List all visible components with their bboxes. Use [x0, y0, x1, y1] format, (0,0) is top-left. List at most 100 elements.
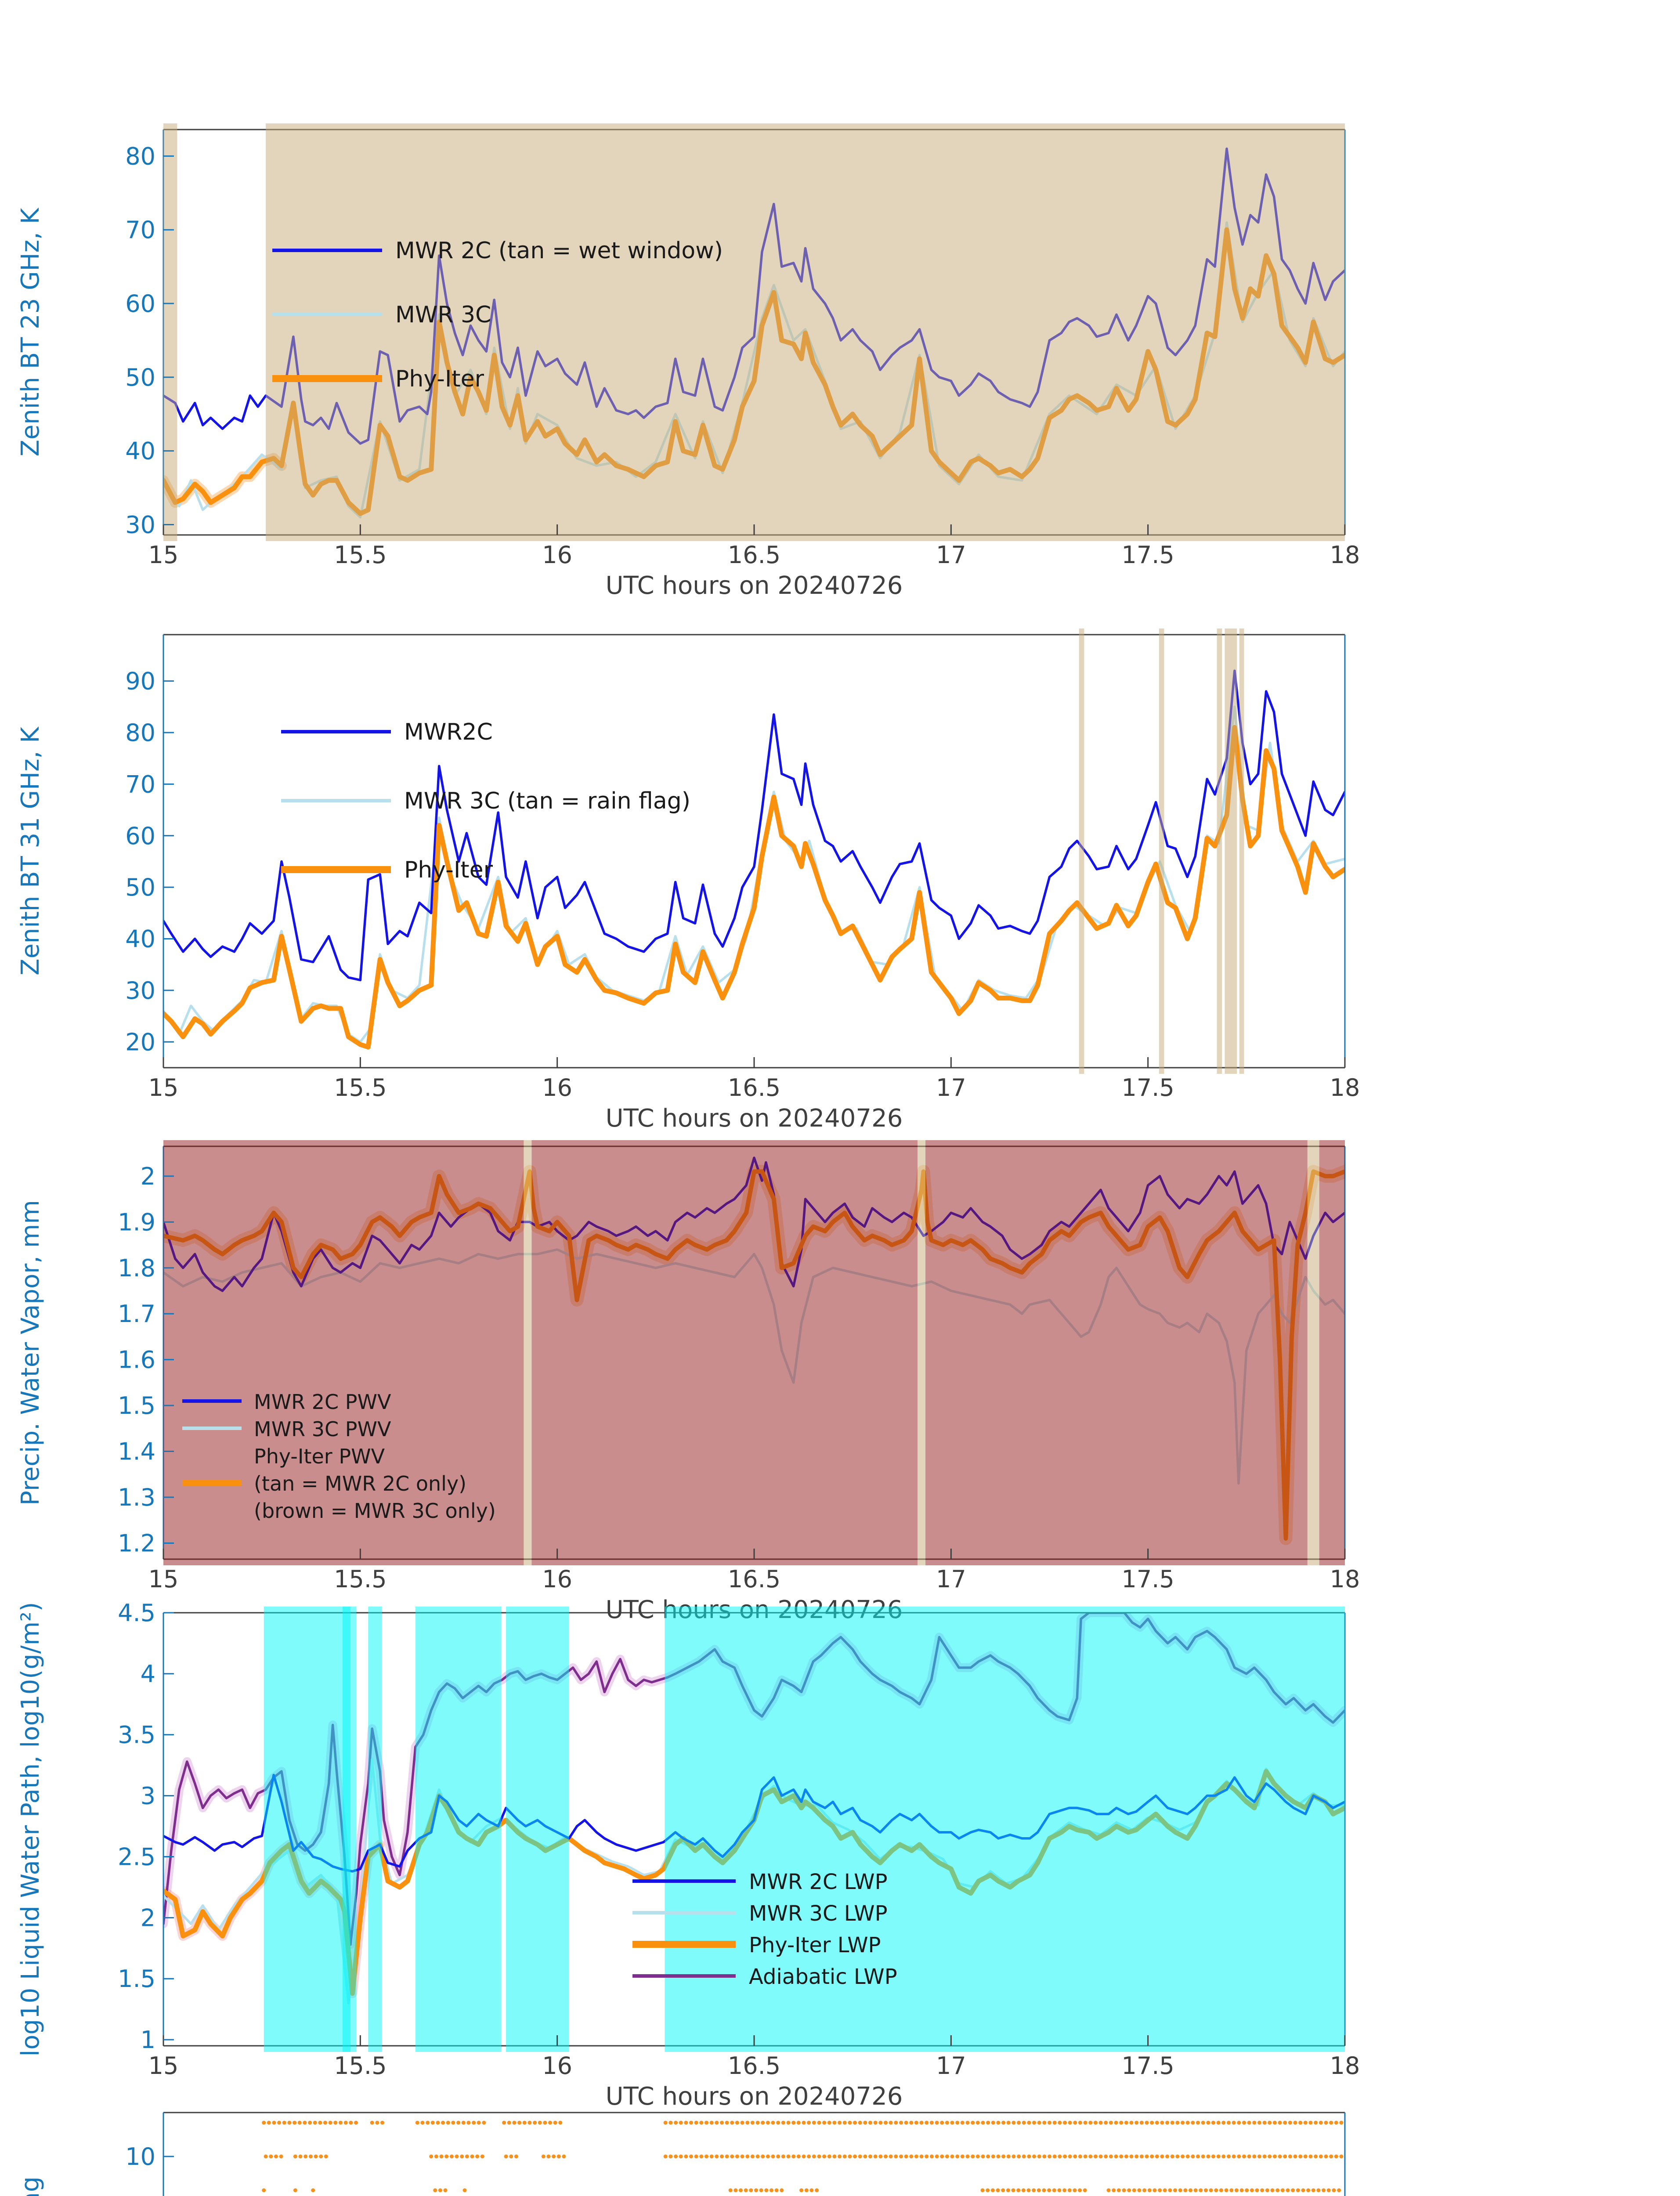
shade-cyan-region — [506, 1607, 569, 2052]
dq-flag-dot — [370, 2120, 374, 2125]
dq-flag-dot — [1232, 2154, 1236, 2159]
dq-flag-dot — [1017, 2154, 1021, 2159]
dq-flag-dot — [1229, 2188, 1234, 2192]
dq-flag-dot — [314, 2154, 318, 2159]
dq-flag-dot — [802, 2120, 806, 2125]
dq-flag-dot — [1106, 2188, 1111, 2192]
y-tick-label: 20 — [125, 1028, 155, 1056]
dq-flag-dot — [733, 2188, 738, 2192]
dq-flag-dot — [889, 2154, 893, 2159]
dq-flag-dot — [873, 2120, 878, 2125]
dq-flag-dot — [919, 2154, 924, 2159]
dq-flag-dot — [1155, 2120, 1159, 2125]
dq-flag-dot — [735, 2154, 739, 2159]
dq-flag-dot — [1265, 2188, 1269, 2192]
dq-flag-dot — [991, 2154, 995, 2159]
dq-flag-dot — [986, 2188, 990, 2192]
dq-flag-dot — [980, 2188, 985, 2192]
legend-label: (brown = MWR 3C only) — [254, 1499, 496, 1523]
dq-flag-dot — [1127, 2188, 1131, 2192]
legend-label: (tan = MWR 2C only) — [254, 1472, 466, 1495]
x-tick-label: 15 — [148, 1565, 179, 1593]
dq-flag-dot — [725, 2120, 729, 2125]
dq-flag-dot — [1012, 2154, 1016, 2159]
dq-flag-dot — [776, 2154, 780, 2159]
dq-flag-dot — [319, 2154, 323, 2159]
dq-flag-dot — [1199, 2188, 1203, 2192]
dq-flag-dot — [781, 2120, 785, 2125]
legend-label: Phy-Iter — [404, 857, 493, 883]
dq-flag-dot — [853, 2154, 857, 2159]
dq-flag-dot — [1191, 2154, 1195, 2159]
dq-flag-dot — [838, 2154, 842, 2159]
shade-tan-region — [163, 123, 177, 541]
dq-flag-dot — [558, 2120, 563, 2125]
legend-label: MWR 3C — [395, 302, 491, 328]
dq-flag-dot — [1129, 2120, 1134, 2125]
dq-flag-dot — [541, 2154, 546, 2159]
dq-flag-dot — [1227, 2154, 1231, 2159]
dq-flag-dot — [730, 2120, 734, 2125]
panel-lwp: 15 15.5 16 16.5 17 17.5 18 1 1.5 2 2.5 3 3.5 4 4.5 log1… — [16, 1599, 1360, 2111]
dq-flag-dot — [781, 2154, 785, 2159]
dq-flag-dot — [981, 2154, 985, 2159]
dq-flag-dot — [267, 2120, 271, 2125]
shade-tan-region — [1159, 628, 1164, 1074]
dq-flag-dot — [838, 2120, 842, 2125]
dq-flag-dot — [739, 2188, 743, 2192]
dq-flag-dot — [735, 2120, 739, 2125]
x-axis-label: UTC hours on 20240726 — [606, 2082, 903, 2111]
dq-flag-dot — [527, 2120, 532, 2125]
dq-flag-dot — [293, 2154, 297, 2159]
dq-flag-dot — [770, 2188, 773, 2192]
y-axis-label: Zenith BT 31 GHz, K — [16, 726, 45, 975]
dq-flag-dot — [1214, 2188, 1218, 2192]
x-tick-label: 16 — [542, 1565, 572, 1593]
dq-flag-dot — [950, 2120, 954, 2125]
dq-flag-dot — [1083, 2188, 1087, 2192]
dq-flag-dot — [1303, 2120, 1308, 2125]
dq-flag-dot — [1032, 2154, 1036, 2159]
dq-flag-dot — [909, 2154, 914, 2159]
dq-flag-dot — [269, 2154, 273, 2159]
dq-flag-dot — [863, 2154, 867, 2159]
dq-flag-dot — [1124, 2154, 1128, 2159]
dq-flag-dot — [1272, 2120, 1277, 2125]
dq-flag-dot — [842, 2154, 847, 2159]
dq-flag-dot — [430, 2120, 435, 2125]
dq-flag-dot — [1119, 2120, 1124, 2125]
legend-label: Adiabatic LWP — [749, 1965, 897, 1989]
dq-flag-dot — [1257, 2120, 1261, 2125]
legend-label: MWR 3C (tan = rain flag) — [404, 788, 690, 814]
dq-flag-dot — [297, 2120, 302, 2125]
y-tick-label: 60 — [125, 822, 155, 850]
dq-flag-dot — [1201, 2154, 1205, 2159]
dq-flag-dot — [1011, 2188, 1015, 2192]
y-axis-label: MWR Phy Iter DQ Flag — [16, 2177, 45, 2196]
y-tick-label: 4.5 — [118, 1599, 155, 1627]
dq-flag-dot — [1129, 2154, 1134, 2159]
dq-flag-dot — [1165, 2120, 1170, 2125]
panel-bt23: 15 15.5 16 16.5 17 17.5 18 30 40 50 60 70 80 Zenith B… — [16, 123, 1360, 600]
dq-flag-dot — [848, 2120, 852, 2125]
dq-flag-dot — [774, 2188, 779, 2192]
dq-flag-dot — [1245, 2188, 1249, 2192]
dq-flag-dot — [1316, 2188, 1321, 2192]
dq-flag-dot — [759, 2188, 763, 2192]
dq-flag-dot — [755, 2120, 760, 2125]
dq-flag-dot — [1048, 2120, 1051, 2125]
dq-flag-dot — [279, 2154, 283, 2159]
dq-flag-dot — [1155, 2154, 1159, 2159]
dq-flag-dot — [1158, 2188, 1162, 2192]
dq-flag-dot — [1109, 2120, 1113, 2125]
shade-cyan-region — [665, 1607, 1345, 2052]
y-tick-label: 1.5 — [118, 1965, 155, 1993]
dq-flag-dot — [740, 2120, 744, 2125]
dq-flag-dot — [480, 2154, 484, 2159]
dq-flag-dot — [1283, 2120, 1287, 2125]
dq-flag-dot — [745, 2120, 750, 2125]
dq-flag-dot — [1145, 2154, 1149, 2159]
dq-flag-dot — [1288, 2120, 1292, 2125]
dq-flag-dot — [1139, 2120, 1144, 2125]
dq-flag-dot — [679, 2154, 683, 2159]
